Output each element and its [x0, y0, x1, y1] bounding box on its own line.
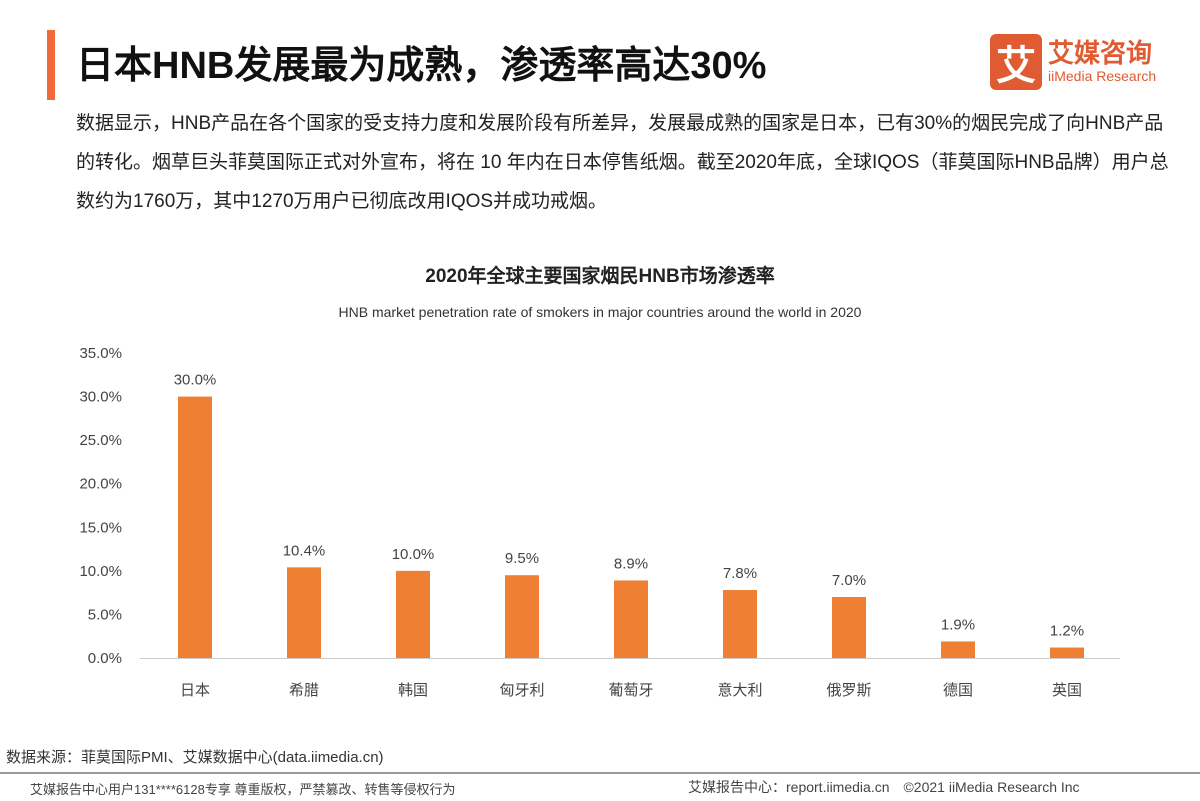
- x-tick-label: 希腊: [289, 682, 319, 699]
- chart-subtitle: HNB market penetration rate of smokers i…: [339, 304, 862, 320]
- bar: [396, 570, 430, 658]
- bar: [723, 590, 757, 658]
- x-tick-label: 葡萄牙: [608, 682, 653, 699]
- data-label: 8.9%: [614, 555, 648, 572]
- y-tick-label: 15.0%: [79, 519, 122, 536]
- bar: [505, 575, 539, 658]
- data-label: 7.8%: [723, 565, 757, 582]
- x-tick-label: 意大利: [717, 681, 762, 699]
- bar: [1050, 647, 1084, 658]
- title-accent-bar: [47, 30, 55, 100]
- logo: 艾 艾媒咨询 iiMedia Research: [990, 34, 1156, 90]
- data-label: 7.0%: [832, 572, 866, 589]
- y-tick-label: 25.0%: [79, 432, 122, 449]
- bar: [832, 597, 866, 658]
- logo-en: iiMedia Research: [1048, 68, 1157, 84]
- x-tick-label: 匈牙利: [499, 682, 544, 699]
- x-tick-label: 俄罗斯: [826, 682, 871, 699]
- y-tick-label: 20.0%: [79, 476, 122, 493]
- data-label: 30.0%: [174, 372, 217, 389]
- bar: [287, 567, 321, 658]
- y-tick-label: 35.0%: [79, 345, 122, 362]
- x-tick-label: 日本: [180, 682, 210, 699]
- y-tick-label: 10.0%: [79, 563, 122, 580]
- chart-title: 2020年全球主要国家烟民HNB市场渗透率: [425, 264, 774, 287]
- footer-report-link: 艾媒报告中心：report.iimedia.cn ©2021 iiMedia R…: [688, 779, 1080, 795]
- bar: [941, 641, 975, 658]
- data-label: 10.0%: [392, 546, 435, 563]
- bar-chart: 2020年全球主要国家烟民HNB市场渗透率 HNB market penetrat…: [79, 264, 1120, 699]
- y-tick-label: 0.0%: [88, 650, 122, 667]
- bar: [178, 396, 212, 658]
- page-title: 日本HNB发展最为成熟，渗透率高达30%: [76, 45, 767, 87]
- x-tick-label: 德国: [943, 681, 973, 699]
- footer-divider: [0, 772, 1200, 774]
- data-label: 1.9%: [941, 616, 975, 633]
- x-tick-label: 英国: [1052, 681, 1082, 699]
- y-tick-label: 30.0%: [79, 389, 122, 406]
- footer-copyright-notice: 艾媒报告中心用户131****6128专享 尊重版权，严禁篡改、转售等侵权行为: [30, 782, 456, 797]
- y-tick-label: 5.0%: [88, 606, 122, 623]
- logo-mark: 艾: [990, 34, 1042, 90]
- description: 数据显示，HNB产品在各个国家的受支持力度和发展阶段有所差异，发展最成熟的国家是…: [76, 113, 1169, 212]
- logo-cn: 艾媒咨询: [1048, 38, 1153, 68]
- data-label: 1.2%: [1050, 623, 1084, 640]
- data-label: 10.4%: [283, 542, 326, 559]
- data-label: 9.5%: [505, 550, 539, 567]
- bar: [614, 580, 648, 658]
- x-tick-label: 韩国: [398, 682, 428, 699]
- data-source: 数据来源：菲莫国际PMI、艾媒数据中心(data.iimedia.cn): [6, 749, 384, 766]
